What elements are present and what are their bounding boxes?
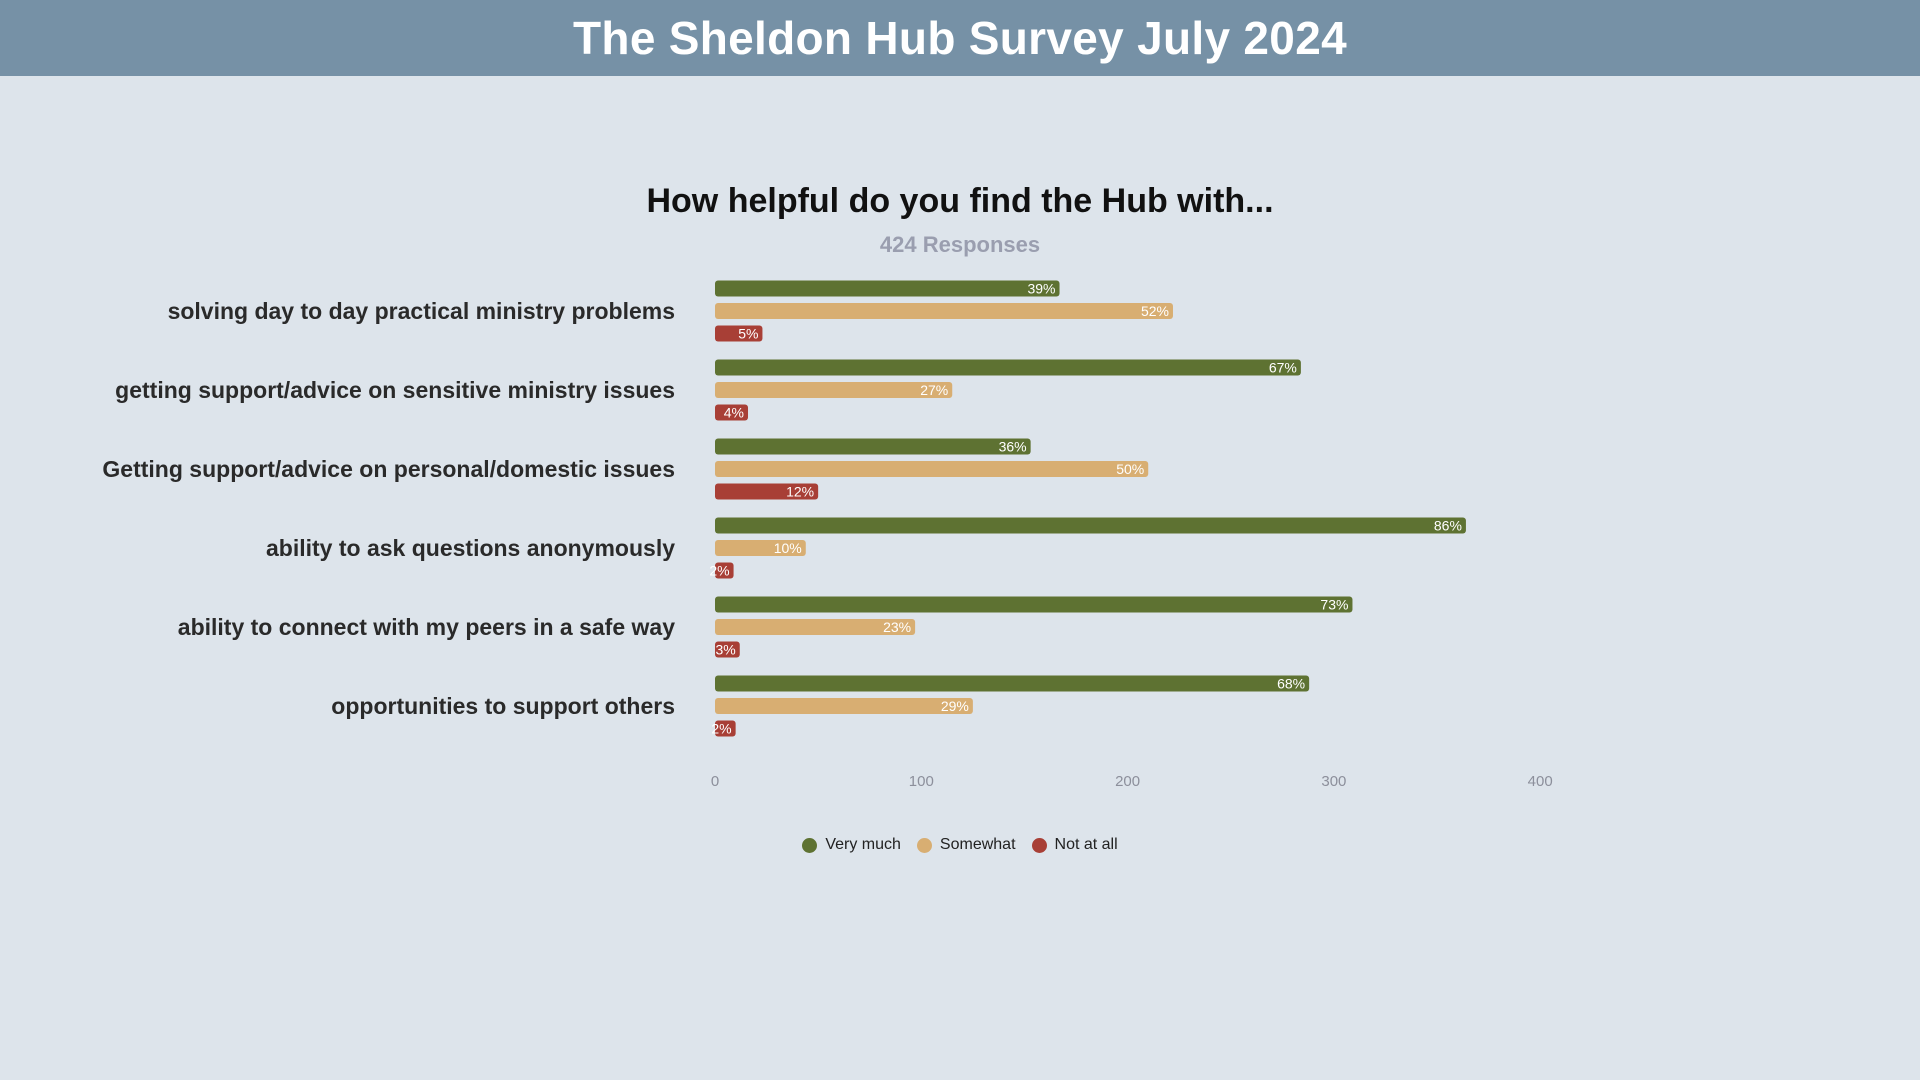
bar-data-label: 2% <box>711 721 731 737</box>
bar-not-at-all <box>715 404 749 421</box>
bar-somewhat <box>715 382 953 398</box>
legend-swatch <box>802 837 818 853</box>
chart-subtitle: 424 Responses <box>879 232 1041 257</box>
bar-somewhat <box>715 698 973 714</box>
bar-data-label: 29% <box>941 698 969 714</box>
category-label: Getting support/advice on personal/domes… <box>102 456 675 482</box>
bar-data-label: 86% <box>1434 518 1462 534</box>
legend-item: Somewhat <box>916 836 1016 854</box>
category-label: ability to ask questions anonymously <box>266 535 675 561</box>
x-tick-label: 200 <box>1115 773 1140 790</box>
bar-data-label: 50% <box>1116 461 1144 477</box>
x-tick-label: 300 <box>1321 773 1346 790</box>
x-tick-label: 0 <box>711 773 719 790</box>
bar-data-label: 27% <box>920 382 948 398</box>
legend-label: Not at all <box>1054 836 1118 853</box>
chart-legend: Very much Somewhat Not at all <box>0 836 1920 854</box>
chart-title: How helpful do you find the Hub with... <box>646 182 1274 220</box>
legend-swatch <box>916 837 932 853</box>
category-label: getting support/advice on sensitive mini… <box>115 377 675 403</box>
legend-item: Very much <box>802 836 901 854</box>
bar-data-label: 4% <box>724 405 744 421</box>
bar-data-label: 67% <box>1269 360 1297 376</box>
category-label: solving day to day practical ministry pr… <box>168 298 675 324</box>
bar-not-at-all <box>715 325 763 342</box>
bar-somewhat <box>715 461 1149 477</box>
bar-data-label: 5% <box>738 326 758 342</box>
x-tick-label: 400 <box>1528 773 1553 790</box>
bar-very-much <box>715 517 1466 534</box>
legend-label: Somewhat <box>939 836 1016 853</box>
bar-data-label: 52% <box>1141 303 1169 319</box>
header-bar: The Sheldon Hub Survey July 2024 <box>0 0 1920 76</box>
bar-data-label: 73% <box>1320 597 1348 613</box>
bar-data-label: 12% <box>786 484 814 500</box>
bar-very-much <box>715 596 1353 613</box>
legend-item: Not at all <box>1031 836 1118 854</box>
bar-somewhat <box>715 619 916 635</box>
bar-not-at-all <box>715 720 736 737</box>
bar-very-much <box>715 438 1031 455</box>
x-tick-label: 100 <box>909 773 934 790</box>
bar-data-label: 68% <box>1277 676 1305 692</box>
bar-data-label: 39% <box>1027 281 1055 297</box>
page-title: The Sheldon Hub Survey July 2024 <box>573 12 1347 64</box>
bar-very-much <box>715 675 1310 692</box>
bar-very-much <box>715 280 1060 297</box>
bar-not-at-all <box>715 562 734 579</box>
bar-data-label: 36% <box>999 439 1027 455</box>
legend-label: Very much <box>825 836 901 853</box>
bar-data-label: 2% <box>709 563 729 579</box>
bar-somewhat <box>715 540 806 556</box>
category-label: opportunities to support others <box>331 693 675 719</box>
bar-data-label: 23% <box>883 619 911 635</box>
bar-not-at-all <box>715 641 740 658</box>
bar-somewhat <box>715 303 1173 319</box>
bar-data-label: 3% <box>716 642 736 658</box>
bar-data-label: 10% <box>774 540 802 556</box>
legend-swatch <box>1031 837 1047 853</box>
bar-not-at-all <box>715 483 819 500</box>
category-label: ability to connect with my peers in a sa… <box>178 614 675 640</box>
bar-very-much <box>715 359 1301 376</box>
